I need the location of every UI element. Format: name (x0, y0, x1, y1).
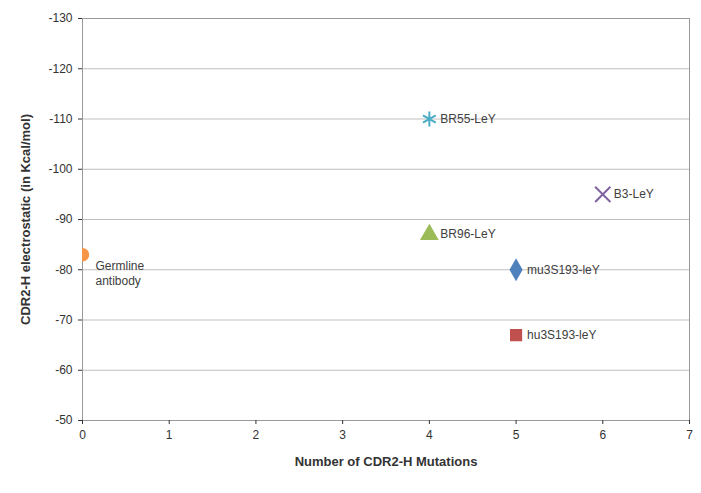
svg-text:-110: -110 (49, 112, 72, 126)
svg-text:-50: -50 (55, 413, 73, 427)
svg-text:-60: -60 (55, 363, 73, 377)
svg-text:-70: -70 (55, 313, 73, 327)
svg-text:5: 5 (513, 428, 520, 442)
svg-text:-80: -80 (55, 263, 73, 277)
svg-text:4: 4 (426, 428, 433, 442)
svg-text:3: 3 (339, 428, 346, 442)
svg-text:-100: -100 (48, 162, 72, 176)
svg-text:B3-LeY: B3-LeY (614, 187, 654, 201)
svg-text:0: 0 (79, 428, 86, 442)
svg-text:7: 7 (686, 428, 693, 442)
svg-text:6: 6 (599, 428, 606, 442)
svg-text:Number of CDR2-H Mutations: Number of CDR2-H Mutations (295, 454, 478, 469)
svg-text:mu3S193-leY: mu3S193-leY (527, 263, 600, 277)
svg-text:-90: -90 (55, 212, 73, 226)
svg-text:-120: -120 (48, 62, 72, 76)
svg-text:hu3S193-leY: hu3S193-leY (527, 328, 596, 342)
svg-text:CDR2-H electrostatic (in Kcal/: CDR2-H electrostatic (in Kcal/mol) (18, 114, 33, 325)
svg-text:-130: -130 (48, 11, 72, 25)
svg-text:2: 2 (253, 428, 260, 442)
svg-text:BR96-LeY: BR96-LeY (440, 227, 495, 241)
svg-text:Germlineantibody: Germlineantibody (96, 259, 145, 289)
svg-text:BR55-LeY: BR55-LeY (440, 112, 495, 126)
svg-text:1: 1 (166, 428, 173, 442)
